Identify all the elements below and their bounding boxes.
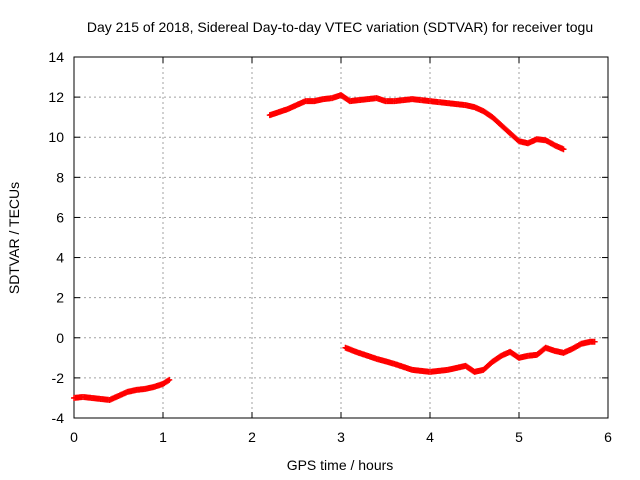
y-axis-label: SDTVAR / TECUs: [6, 182, 22, 294]
data-point: [591, 338, 598, 345]
data-point-fill: [410, 367, 432, 375]
y-tick-label: 4: [56, 250, 64, 266]
data-point-fill: [392, 361, 414, 373]
data-point: [166, 376, 173, 383]
data-point-fill: [481, 359, 495, 372]
series-segment-high: [266, 92, 567, 153]
y-tick-label: 2: [56, 290, 64, 306]
y-tick-label: 10: [48, 129, 64, 145]
x-tick-label: 3: [337, 429, 345, 445]
data-point-fill: [481, 108, 495, 120]
data-point: [560, 146, 567, 153]
data-point-fill: [428, 367, 450, 375]
data-point-fill: [161, 377, 171, 387]
data-point-fill: [446, 363, 468, 373]
x-tick-label: 6: [604, 429, 612, 445]
data-point-fill: [499, 123, 512, 136]
x-tick-label: 4: [426, 429, 434, 445]
y-tick-label: 12: [48, 89, 64, 105]
chart-title: Day 215 of 2018, Sidereal Day-to-day VTE…: [87, 19, 593, 35]
y-tick-label: -4: [52, 410, 65, 426]
y-tick-label: 6: [56, 209, 64, 225]
data-point-fill: [490, 115, 504, 128]
x-tick-label: 0: [70, 429, 78, 445]
y-tick-label: 8: [56, 169, 64, 185]
data-point-fill: [374, 356, 397, 367]
x-tick-label: 5: [515, 429, 523, 445]
x-tick-label: 1: [159, 429, 167, 445]
data-point-fill: [490, 353, 504, 365]
data-point-fill: [357, 350, 379, 362]
series-segment-early: [71, 376, 173, 403]
x-tick-label: 2: [248, 429, 256, 445]
data-point-fill: [508, 131, 521, 144]
series-segment-late: [342, 338, 598, 375]
x-axis-label: GPS time / hours: [287, 457, 394, 473]
y-tick-label: 14: [48, 49, 64, 65]
data-points: [71, 92, 598, 403]
y-tick-label: -2: [52, 370, 65, 386]
grid: [74, 57, 608, 418]
y-tick-label: 0: [56, 330, 64, 346]
